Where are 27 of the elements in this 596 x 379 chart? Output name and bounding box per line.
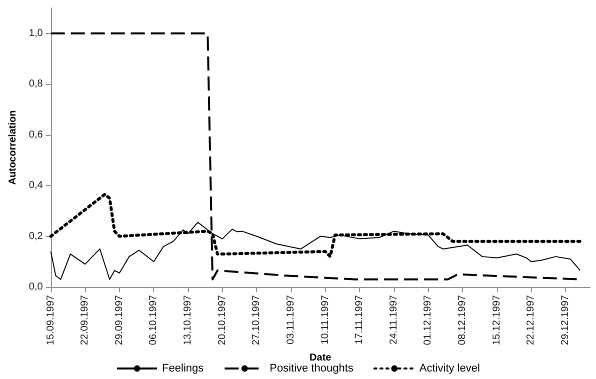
y-tick-label: 0,2 [28, 230, 44, 242]
x-tick-label: 20.10.1997 [216, 294, 228, 346]
x-tick-label: 22.12.1997 [526, 294, 537, 346]
x-tick-label: 03.11.1997 [285, 294, 296, 344]
x-tick-label: 29.09.1997 [114, 294, 125, 346]
y-tick-label: 0,4 [28, 180, 44, 192]
x-tick-label: 13.10.1997 [182, 294, 194, 346]
x-tick-label: 06.10.1997 [148, 294, 160, 346]
x-axis-title: Date [310, 352, 332, 364]
legend-label: Positive thoughts [270, 362, 354, 374]
x-tick-label: 15.12.1997 [491, 294, 502, 346]
x-tick-label: 15.09.1997 [45, 294, 56, 346]
x-tick-label: 08.12.1997 [457, 294, 468, 346]
y-tick-label: 0,6 [28, 129, 44, 140]
x-tick-label: 17.11.1997 [354, 294, 366, 344]
y-tick-label: 0,0 [28, 282, 44, 292]
legend-label: Feelings [162, 362, 204, 374]
y-axis-title: Autocorrelation [8, 110, 18, 185]
x-tick-label: 27.10.1997 [251, 294, 262, 346]
y-tick-label: 0,8 [28, 78, 44, 90]
x-tick-label: 29.12.1997 [560, 294, 571, 346]
x-tick-label: 22.09.1997 [80, 294, 91, 346]
x-tick-label: 10.11.1997 [320, 294, 331, 344]
x-tick-label: 24.11.1997 [388, 294, 400, 344]
legend-label: Activity level [419, 362, 480, 374]
x-tick-label: 01.12.1997 [422, 294, 434, 346]
y-tick-label: 1,0 [28, 28, 44, 39]
